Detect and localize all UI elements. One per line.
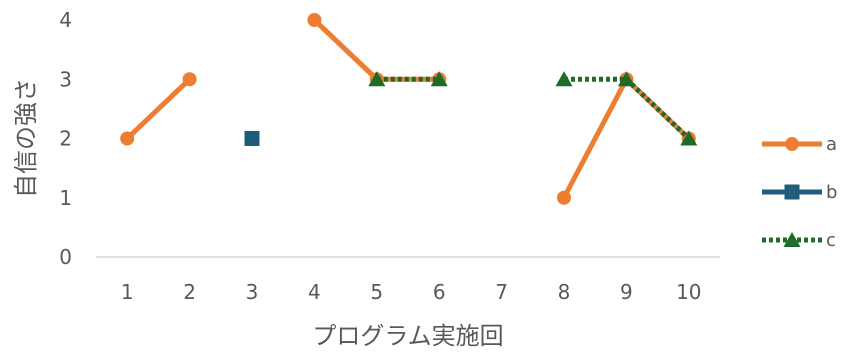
data-point <box>430 71 448 87</box>
x-tick-label: 6 <box>433 280 446 304</box>
series-c <box>368 71 698 146</box>
data-point <box>680 130 698 146</box>
series-a <box>120 13 696 205</box>
data-point <box>557 190 571 205</box>
data-point <box>617 71 635 87</box>
y-tick-label: 2 <box>59 127 72 151</box>
y-tick-label: 3 <box>59 67 72 91</box>
y-tick-label: 1 <box>59 186 72 210</box>
x-tick-label: 1 <box>121 280 134 304</box>
data-point <box>244 131 260 146</box>
series-b <box>244 131 260 146</box>
series-line-segment <box>624 77 691 141</box>
x-tick-label: 10 <box>676 280 701 304</box>
data-point <box>368 71 386 87</box>
x-tick-label: 8 <box>558 280 571 304</box>
legend: a b c <box>762 134 837 251</box>
legend-item-b: b <box>762 182 837 203</box>
data-point <box>120 131 135 146</box>
x-tick-label: 3 <box>246 280 259 304</box>
x-tick-label: 9 <box>620 280 633 304</box>
series-line-segment <box>561 76 629 201</box>
x-tick-label: 7 <box>495 280 508 304</box>
data-point <box>555 71 573 87</box>
axes: 0 1 2 3 4 1 2 3 4 5 6 7 8 9 10 <box>59 8 720 304</box>
x-axis-title: プログラム実施回 <box>312 322 503 350</box>
legend-label: c <box>826 230 836 251</box>
x-tick-label: 2 <box>183 280 196 304</box>
legend-label: a <box>826 134 837 155</box>
legend-marker <box>785 137 799 151</box>
series-layer <box>120 13 698 205</box>
legend-marker <box>783 232 801 247</box>
legend-label: b <box>826 182 837 203</box>
y-tick-label: 0 <box>59 245 72 269</box>
x-tick-label: 5 <box>370 280 383 304</box>
y-axis-title: 自信の強さ <box>12 78 40 198</box>
data-point <box>307 13 322 27</box>
legend-item-a: a <box>762 134 837 155</box>
legend-marker <box>784 184 800 200</box>
x-tick-label: 4 <box>308 280 321 304</box>
legend-item-c: c <box>762 230 836 251</box>
y-tick-label: 4 <box>59 8 72 32</box>
series-line-segment <box>311 17 380 82</box>
series-line-segment <box>124 76 193 141</box>
data-point <box>182 72 197 87</box>
